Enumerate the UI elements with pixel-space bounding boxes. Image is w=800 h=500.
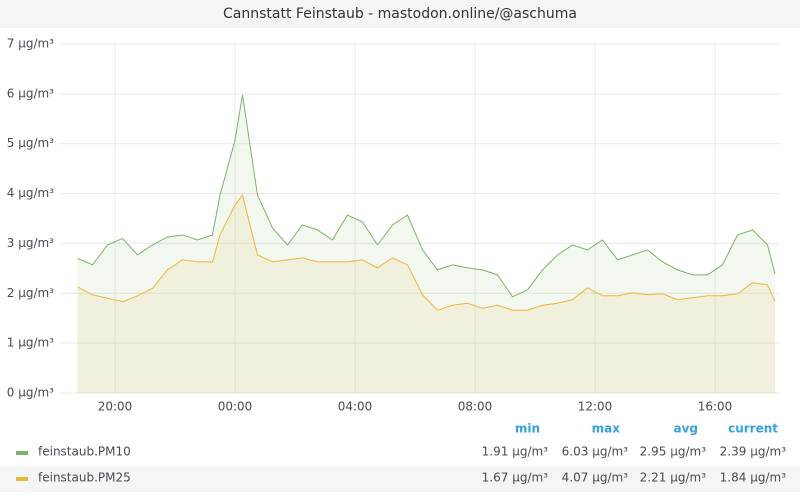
x-tick-label: 16:00 — [698, 400, 733, 414]
x-tick-label: 20:00 — [98, 400, 133, 414]
legend-stat: 1.91 µg/m³ — [482, 445, 549, 459]
legend-stat: 2.21 µg/m³ — [640, 471, 707, 485]
legend-stat: 1.84 µg/m³ — [720, 471, 787, 485]
x-tick-label: 00:00 — [218, 400, 253, 414]
y-tick-label: 3 µg/m³ — [7, 236, 54, 250]
y-tick-label: 5 µg/m³ — [7, 136, 54, 150]
y-tick-label: 4 µg/m³ — [7, 186, 54, 200]
y-tick-label: 0 µg/m³ — [7, 386, 54, 400]
legend-stat: 4.07 µg/m³ — [562, 471, 629, 485]
legend-column-header: min — [515, 422, 540, 436]
legend-stat: 1.67 µg/m³ — [482, 471, 549, 485]
series-area — [77, 94, 775, 394]
x-tick-label: 08:00 — [458, 400, 493, 414]
series-line — [77, 193, 776, 311]
y-tick-label: 6 µg/m³ — [7, 86, 54, 100]
panel-header — [0, 0, 800, 28]
legend-column-header: avg — [673, 422, 698, 436]
y-tick-label: 1 µg/m³ — [7, 336, 54, 350]
legend-column-header: current — [728, 422, 778, 436]
x-tick-label: 04:00 — [338, 400, 373, 414]
legend-column-header: max — [592, 422, 621, 436]
legend-label: feinstaub.PM10 — [38, 445, 131, 459]
y-tick-label: 2 µg/m³ — [7, 286, 54, 300]
legend-stat: 6.03 µg/m³ — [562, 445, 629, 459]
panel-title: Cannstatt Feinstaub - mastodon.online/@a… — [223, 6, 577, 22]
x-tick-label: 12:00 — [578, 400, 613, 414]
legend-stat: 2.39 µg/m³ — [720, 445, 787, 459]
y-tick-label: 7 µg/m³ — [7, 37, 54, 51]
series-area — [77, 195, 775, 393]
legend-row-bg — [0, 466, 800, 492]
legend-label: feinstaub.PM25 — [38, 471, 131, 485]
legend-stat: 2.95 µg/m³ — [640, 445, 707, 459]
series-line — [77, 94, 776, 298]
